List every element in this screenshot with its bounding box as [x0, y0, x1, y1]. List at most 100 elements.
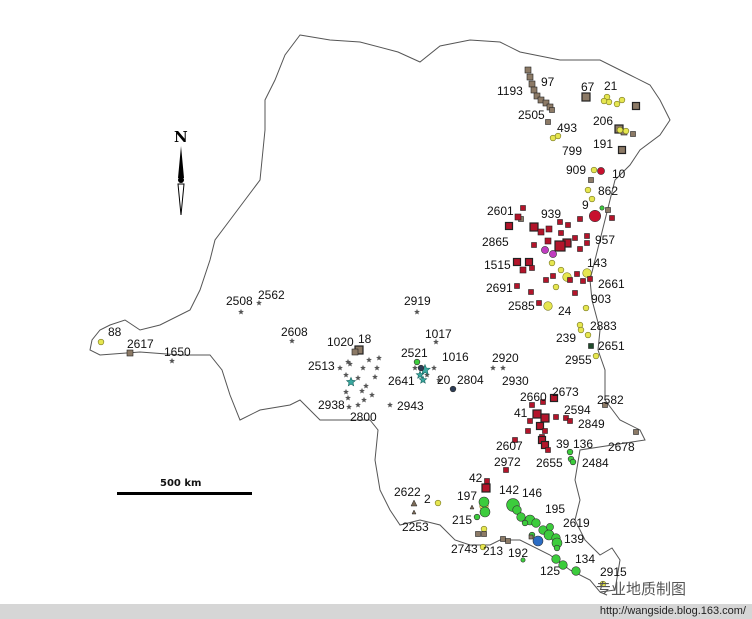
star-marker	[436, 376, 442, 383]
site-label: 195	[545, 502, 565, 516]
site-label: 2622	[394, 485, 421, 499]
north-arrow-icon	[177, 146, 185, 216]
star-marker	[345, 358, 351, 365]
site-markers	[97, 66, 641, 588]
star-marker	[289, 337, 295, 344]
site-label: 134	[575, 552, 595, 566]
country-border	[89, 34, 671, 593]
star-marker	[238, 308, 244, 315]
blue-circle-marker	[532, 535, 544, 547]
yellow-circle-marker	[600, 97, 608, 105]
red-square-marker	[567, 277, 573, 283]
brown-square-marker	[588, 177, 594, 183]
star-marker	[355, 374, 361, 381]
yellow-circle-marker	[582, 304, 590, 312]
red-square-marker	[520, 205, 526, 211]
star-marker	[345, 394, 351, 401]
yellow-circle-marker	[590, 166, 598, 174]
green-circle-marker	[571, 566, 581, 576]
red-square-marker	[531, 242, 537, 248]
star-marker	[372, 373, 378, 380]
red-square-marker	[572, 290, 578, 296]
star-marker	[376, 354, 382, 361]
site-label: 146	[522, 486, 542, 500]
red-square-marker	[512, 257, 522, 267]
star-marker	[387, 401, 393, 408]
green-circle-marker	[516, 512, 526, 522]
dark-square-marker	[588, 343, 594, 349]
red-circle-marker	[597, 167, 605, 175]
red-square-marker	[567, 418, 573, 424]
red-square-marker	[553, 414, 559, 420]
red-square-marker	[536, 300, 542, 306]
site-label: 2661	[598, 277, 625, 291]
site-label: 2865	[482, 235, 509, 249]
brown-square-marker	[533, 92, 541, 100]
brown-square-marker	[530, 86, 538, 94]
red-square-marker	[514, 283, 520, 289]
dark-circle-marker	[417, 364, 425, 372]
brown-square-marker	[528, 534, 534, 540]
site-label: 1016	[442, 350, 469, 364]
site-label: 9	[582, 198, 589, 212]
star-marker	[490, 364, 496, 371]
red-square-marker	[540, 399, 546, 405]
site-label: 239	[556, 331, 576, 345]
triangle-marker	[469, 504, 475, 510]
site-label: 1017	[425, 327, 452, 341]
site-label: 215	[452, 513, 472, 527]
site-label: 1650	[164, 345, 191, 359]
dark-circle-marker	[449, 385, 457, 393]
yellow-circle-marker	[584, 186, 592, 194]
green-circle-marker	[413, 358, 421, 366]
site-label: 2800	[350, 410, 377, 424]
site-label: 197	[457, 489, 477, 503]
yellow-circle-marker	[605, 98, 613, 106]
teal-star-marker	[345, 376, 357, 387]
site-label: 2938	[318, 398, 345, 412]
red-square-marker	[584, 240, 590, 246]
site-label: 2513	[308, 359, 335, 373]
brown-square-marker	[126, 349, 134, 357]
site-label: 2691	[486, 281, 513, 295]
site-label: 1515	[484, 258, 511, 272]
red-square-marker	[543, 277, 549, 283]
yellow-circle-marker	[554, 132, 562, 140]
yellow-circle-marker	[548, 259, 556, 267]
site-label: 2	[424, 492, 431, 506]
green-circle-marker	[521, 519, 529, 527]
red-square-marker	[529, 222, 539, 232]
site-label: 2919	[404, 294, 431, 308]
red-square-marker	[584, 233, 590, 239]
red-square-marker	[577, 246, 583, 252]
site-label: 125	[540, 564, 560, 578]
brown-square-marker	[542, 99, 550, 107]
site-label: 2594	[564, 403, 591, 417]
star-marker	[360, 364, 366, 371]
site-label: 142	[499, 483, 519, 497]
green-circle-marker	[531, 518, 541, 528]
site-label: 18	[358, 332, 372, 346]
site-label: 2849	[578, 417, 605, 431]
north-label: N	[174, 128, 188, 146]
yellow-circle-marker	[622, 127, 630, 135]
brown-square-marker	[581, 92, 591, 102]
red-square-marker	[484, 478, 490, 484]
site-label: 24	[558, 304, 572, 318]
site-label: 136	[573, 437, 593, 451]
yellow-circle-marker	[588, 195, 596, 203]
red-square-marker	[503, 467, 509, 473]
brown-square-marker	[351, 348, 359, 356]
red-square-marker	[540, 440, 550, 450]
star-marker	[412, 364, 418, 371]
green-circle-marker	[512, 505, 522, 515]
red-square-marker	[544, 237, 552, 245]
site-label: 191	[593, 137, 613, 151]
red-square-marker	[481, 483, 491, 493]
site-label: 2673	[552, 385, 579, 399]
red-square-marker	[504, 221, 514, 231]
brown-square-marker	[617, 145, 627, 155]
yellow-circle-marker	[543, 301, 553, 311]
site-labels: 1193 97 67 21 2505 493 206 799 191 909 10 862 9 2601 9…	[108, 75, 635, 579]
